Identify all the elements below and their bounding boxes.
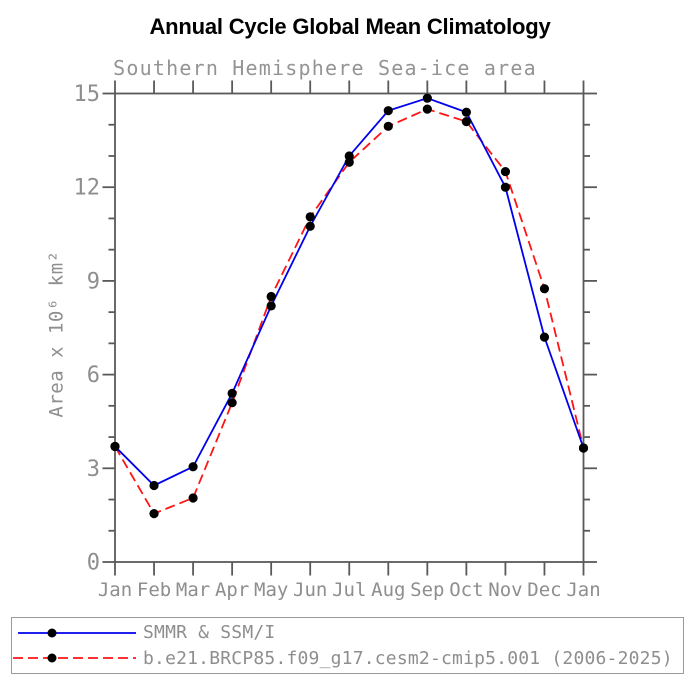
chart-subtitle: Southern Hemisphere Sea-ice area	[113, 56, 537, 80]
svg-text:Apr: Apr	[215, 579, 249, 601]
svg-text:3: 3	[87, 457, 100, 482]
svg-text:0: 0	[87, 551, 100, 576]
legend-marker-dot	[47, 628, 57, 638]
legend-label-observations: SMMR & SSM/I	[143, 622, 276, 644]
chart-title: Annual Cycle Global Mean Climatology	[149, 14, 551, 39]
svg-text:Area x 10⁶ km²: Area x 10⁶ km²	[46, 250, 68, 417]
svg-text:15: 15	[74, 82, 101, 107]
legend-entry-model: b.e21.BRCP85.f09_g17.cesm2-cmip5.001 (20…	[12, 646, 683, 671]
svg-text:12: 12	[74, 176, 101, 201]
legend-dashed-line-sample	[13, 653, 136, 663]
legend-solid-line-sample	[18, 628, 136, 638]
legend-marker-dot	[47, 653, 57, 663]
svg-text:May: May	[254, 579, 288, 601]
svg-text:Jul: Jul	[332, 579, 366, 601]
svg-text:Nov: Nov	[488, 579, 522, 601]
svg-text:Jun: Jun	[293, 579, 327, 601]
legend-entry-observations: SMMR & SSM/I	[12, 620, 683, 645]
legend-label-model: b.e21.BRCP85.f09_g17.cesm2-cmip5.001 (20…	[143, 647, 673, 669]
svg-text:9: 9	[87, 269, 100, 294]
svg-text:Sep: Sep	[410, 579, 444, 601]
svg-text:Dec: Dec	[527, 579, 561, 601]
svg-text:Oct: Oct	[449, 579, 483, 601]
svg-text:Jan: Jan	[98, 579, 132, 601]
legend-box: SMMR & SSM/I b.e21.BRCP85.f09_g17.cesm2-…	[11, 617, 684, 674]
svg-text:Mar: Mar	[176, 579, 210, 601]
svg-text:Jan: Jan	[566, 579, 600, 601]
svg-text:Aug: Aug	[371, 579, 405, 601]
svg-text:6: 6	[87, 363, 100, 388]
svg-text:Feb: Feb	[137, 579, 171, 601]
